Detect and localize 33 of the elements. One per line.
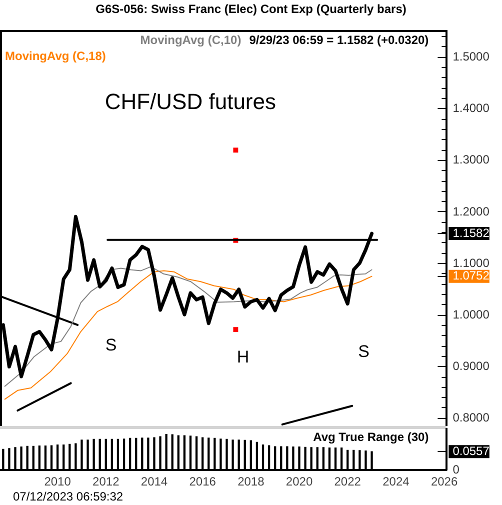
x-tick-label: 2012 [92,474,120,489]
x-tick-label: 2018 [238,474,265,489]
y-tick-label: 1.1000 [452,256,490,270]
y-tick-label: 0.0557 [452,444,490,458]
text: MovingAvg (C,18) [5,49,106,63]
x-tick-label: 2016 [189,474,216,489]
y-tick-label: 1.0000 [452,307,490,322]
y-tick-label: 1.4000 [452,101,490,116]
x-tick-label: 2024 [382,474,410,489]
chart-title: Avg True Range (30) [313,430,429,444]
y-tick-label: 1.1582 [452,226,490,240]
y-tick-label: 0.8000 [452,410,490,425]
annotation: S [105,336,117,355]
x-tick-label: 2020 [286,474,313,489]
point [233,327,238,332]
x-tick-label: 2010 [44,474,72,489]
y-tick-label: 1.3000 [452,152,490,167]
point [233,148,238,153]
y-tick-label: 1.2000 [452,204,490,218]
x-tick-label: 2026 [430,474,458,489]
y-tick-label: 0 [452,462,460,476]
text: MovingAvg (C,10) [140,33,242,47]
annotation: 9/29/23 06:59 = 1.1582 (+0.0320) [249,33,429,47]
x-tick-label: 2022 [334,474,362,489]
y-tick-label: 1.5000 [452,50,490,64]
annotation: CHF/USD futures [104,89,276,114]
x-tick-label: 2014 [140,474,168,489]
annotation: S [358,342,370,361]
y-tick-label: 0.9000 [452,359,490,374]
text: 07/12/2023 06:59:32 [13,489,124,504]
y-tick-label: 1.0752 [452,268,490,283]
annotation: H [236,348,250,367]
chart-title: G6S-056: Swiss Franc (Elec) Cont Exp (Quarterly bars) [94,2,408,16]
